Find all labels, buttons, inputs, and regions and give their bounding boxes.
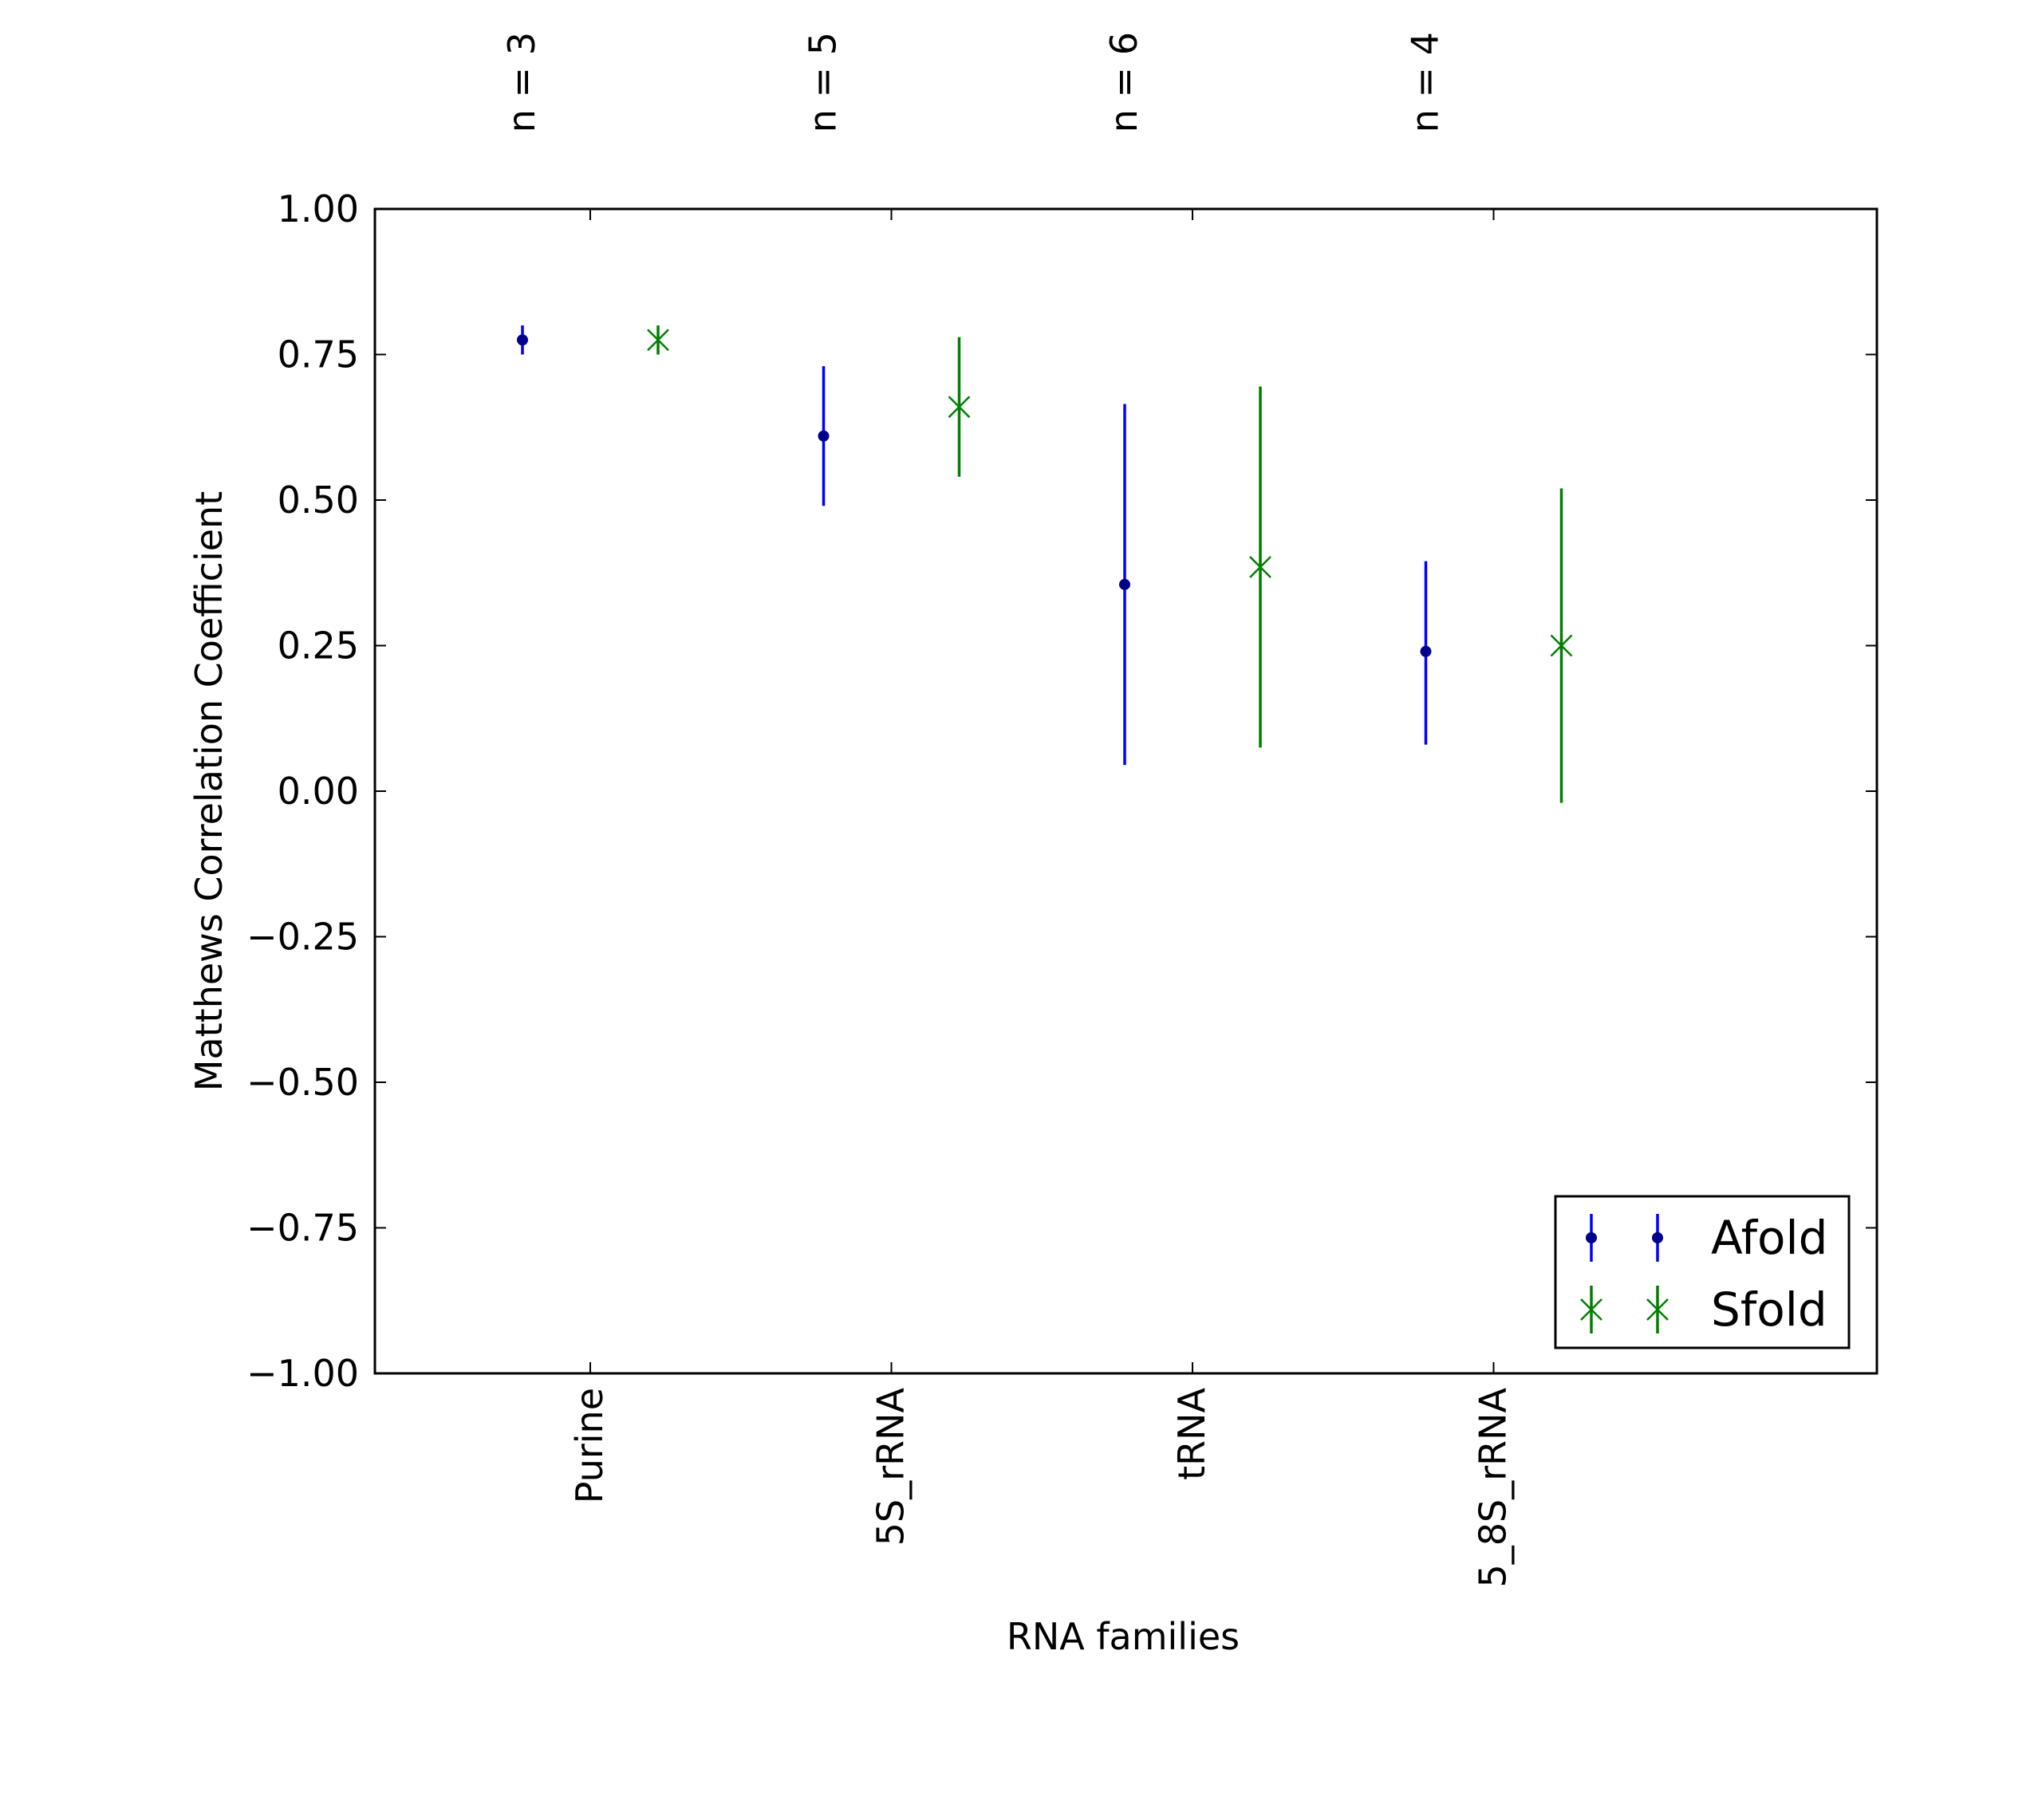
y-tick-label: 0.75 — [278, 333, 359, 376]
sample-size-label: n = 5 — [802, 32, 845, 132]
y-tick-label: 0.00 — [278, 770, 359, 813]
y-tick-label: −0.25 — [246, 916, 359, 959]
y-tick-label: −1.00 — [246, 1352, 359, 1395]
sample-size-label: n = 4 — [1404, 32, 1447, 132]
plot-area — [373, 207, 1878, 1375]
marker-dot — [1652, 1232, 1663, 1243]
marker-dot — [517, 334, 528, 346]
marker-x — [1580, 1298, 1602, 1321]
y-tick-label: 1.00 — [278, 187, 359, 230]
marker-dot — [1119, 578, 1130, 590]
marker-x — [1249, 556, 1271, 578]
marker-dot — [1586, 1232, 1597, 1243]
series-group — [517, 325, 1573, 803]
marker-dot — [1420, 645, 1432, 657]
y-tick-label: −0.75 — [246, 1207, 359, 1250]
sample-size-label: n = 3 — [500, 32, 543, 132]
axis-ticks — [375, 208, 1877, 1374]
x-tick-label: tRNA — [1170, 1387, 1213, 1479]
legend-label-afold: Afold — [1711, 1211, 1827, 1265]
x-tick-label: 5S_rRNA — [869, 1387, 913, 1546]
y-tick-label: 0.25 — [278, 624, 359, 668]
y-tick-label: −0.50 — [246, 1061, 359, 1104]
y-axis-label: Matthews Correlation Coefficient — [187, 491, 231, 1092]
sample-size-labels: n = 3 n = 5 n = 6 n = 4 — [500, 32, 1447, 132]
legend-label-sfold: Sfold — [1711, 1282, 1827, 1337]
marker-x — [1550, 634, 1573, 657]
marker-x — [948, 396, 971, 419]
x-tick-label: Purine — [568, 1388, 611, 1503]
y-tick-labels: −1.00 −0.75 −0.50 −0.25 0.00 0.25 0.50 0.75 1.00 — [246, 187, 359, 1395]
marker-x — [1646, 1298, 1669, 1321]
y-tick-label: 0.50 — [278, 479, 359, 522]
legend-frame — [1554, 1195, 1851, 1349]
x-axis-label: RNA families — [1007, 1615, 1240, 1658]
sample-size-label: n = 6 — [1102, 32, 1145, 132]
marker-dot — [818, 430, 830, 442]
marker-x — [647, 329, 669, 352]
series-sfold — [647, 325, 1573, 803]
x-tick-label: 5_8S_rRNA — [1472, 1387, 1515, 1587]
series-afold — [517, 325, 1432, 766]
legend: Afold Sfold — [1554, 1195, 1851, 1349]
x-tick-labels: Purine 5S_rRNA tRNA 5_8S_rRNA — [568, 1387, 1515, 1587]
